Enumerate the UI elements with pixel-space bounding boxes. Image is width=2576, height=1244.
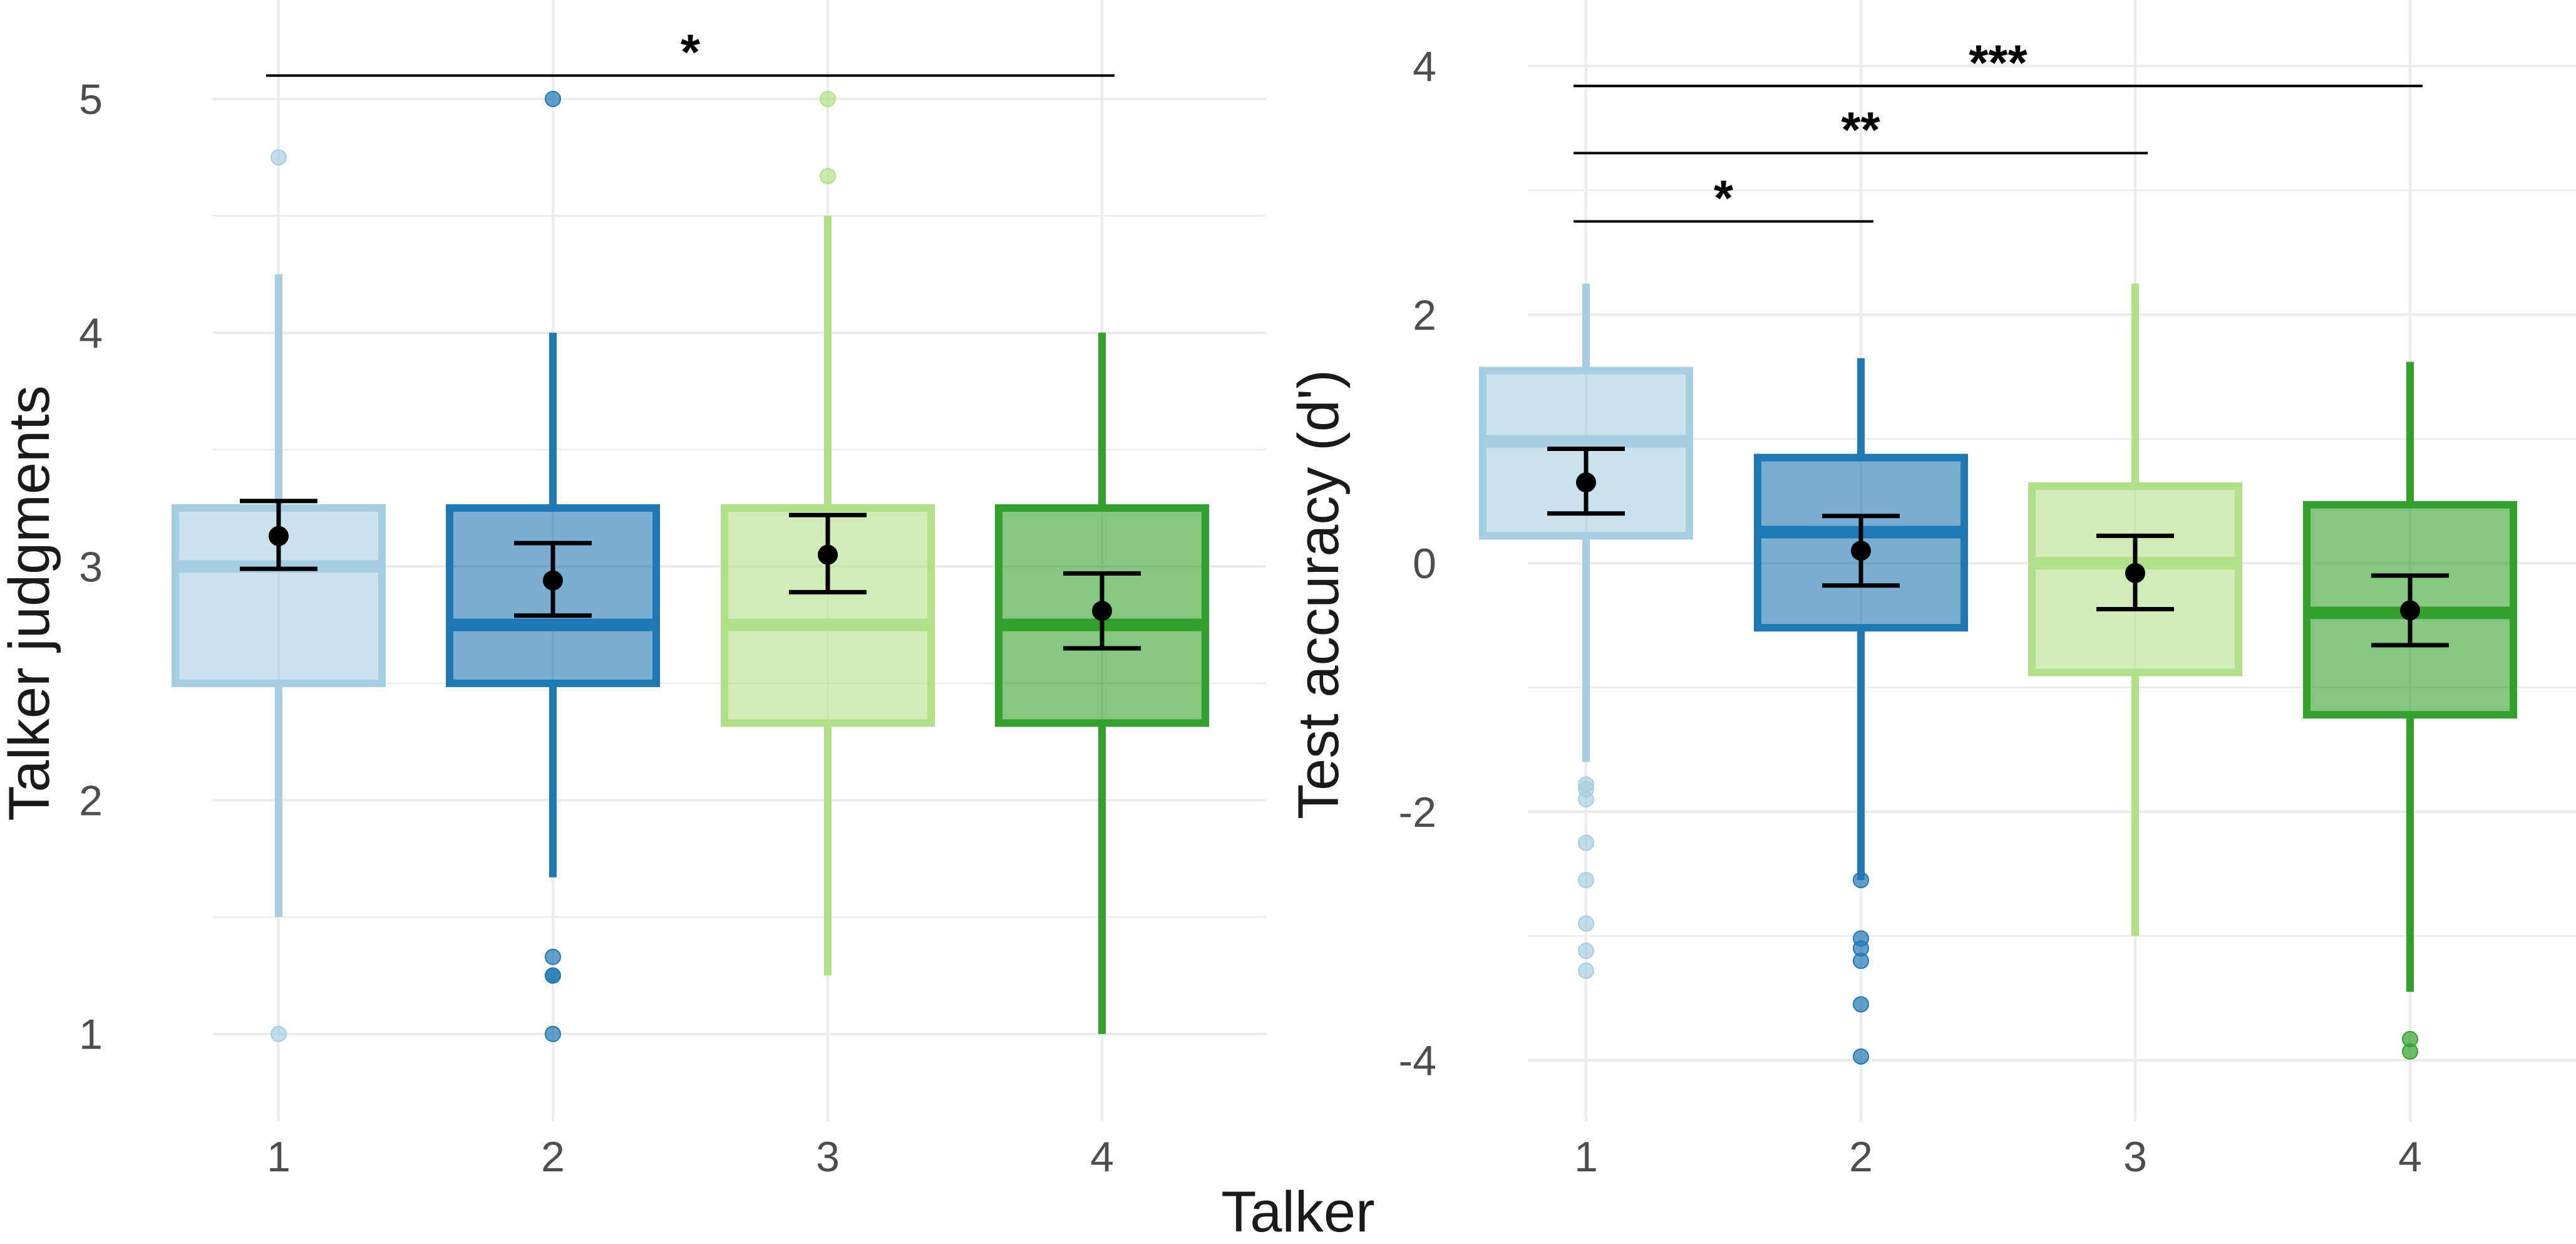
outlier-point [270, 1025, 287, 1042]
box-talker-1 [172, 149, 386, 1042]
y-tick-label: -2 [1399, 789, 1436, 836]
outlier-point [820, 90, 836, 107]
outlier-point [1853, 952, 1869, 969]
x-axis-title: Talker [1221, 1180, 1374, 1241]
significance-label: ** [1841, 101, 1880, 157]
x-tick-label: 4 [1090, 1133, 1114, 1181]
outlier-point [2402, 1043, 2418, 1060]
mean-talker-4 [1063, 571, 1141, 651]
significance-label: * [1714, 170, 1734, 226]
significance-bracket: * [1574, 170, 1873, 226]
mean-point [1092, 601, 1112, 621]
mean-point [1851, 541, 1871, 561]
outlier-point [1578, 915, 1594, 932]
x-tick-label: 3 [2123, 1133, 2147, 1181]
x-tick-label: 3 [816, 1133, 840, 1181]
outlier-point [1853, 871, 1869, 888]
means [1547, 447, 2449, 648]
box-talker-4 [2303, 361, 2517, 1060]
x-tick-labels: 1 2 3 4 [1574, 1133, 2422, 1181]
outlier-point [545, 1025, 561, 1042]
y-axis-title: Test accuracy (d') [1287, 370, 1351, 819]
significance: * [266, 24, 1115, 80]
y-tick-labels: 1 2 3 4 5 [79, 76, 103, 1059]
box-talker-4 [995, 333, 1209, 1034]
outlier-point [1853, 996, 1869, 1013]
x-tick-labels: 1 2 3 4 [267, 1133, 1114, 1181]
y-tick-label: 3 [79, 543, 103, 591]
means [240, 499, 1141, 651]
mean-talker-3 [2096, 533, 2174, 611]
y-tick-labels: -4 -2 0 2 4 [1399, 43, 1436, 1085]
box-talker-2 [1754, 358, 1968, 1065]
mean-talker-2 [514, 541, 592, 618]
boxes [172, 90, 1209, 1042]
x-tick-label: 4 [2398, 1133, 2422, 1181]
outlier-point [1578, 871, 1594, 888]
mean-point [1576, 472, 1596, 493]
box-talker-1 [1479, 283, 1693, 979]
mean-talker-1 [1547, 447, 1625, 516]
y-tick-label: 5 [79, 76, 103, 123]
mean-talker-1 [240, 499, 317, 571]
outlier-point [545, 967, 561, 984]
x-tick-label: 2 [541, 1133, 565, 1181]
outlier-point [270, 149, 287, 166]
significance: ****** [1574, 34, 2423, 226]
y-tick-label: 0 [1413, 540, 1436, 588]
outlier-point [545, 948, 561, 965]
mean-talker-2 [1822, 514, 1900, 588]
significance-label: *** [1969, 34, 2027, 90]
outlier-point [545, 90, 561, 107]
outlier-point [820, 168, 836, 185]
significance-bracket: *** [1574, 34, 2423, 90]
outlier-point [1578, 834, 1594, 851]
mean-point [818, 544, 838, 565]
x-tick-label: 1 [267, 1133, 291, 1181]
x-tick-label: 1 [1574, 1133, 1598, 1181]
y-tick-label: -4 [1399, 1037, 1436, 1085]
y-tick-label: 2 [79, 777, 103, 825]
mean-talker-3 [789, 512, 867, 594]
significance-bracket: * [266, 24, 1115, 80]
mean-point [2125, 562, 2145, 583]
x-tick-label: 2 [1849, 1133, 1873, 1181]
significance-bracket: ** [1574, 101, 2148, 157]
outlier-point [1578, 943, 1594, 960]
y-tick-label: 4 [1413, 43, 1436, 91]
outlier-point [1578, 962, 1594, 979]
panel-1: 1 2 3 4 5 1 2 3 4 Talker judgments * [0, 0, 1266, 1181]
y-tick-label: 4 [79, 309, 103, 357]
boxes [1479, 283, 2517, 1065]
box-talker-2 [446, 90, 660, 1042]
mean-talker-4 [2371, 573, 2449, 648]
mean-point [543, 570, 563, 591]
y-tick-label: 2 [1413, 291, 1436, 339]
significance-label: * [681, 24, 701, 80]
y-tick-label: 1 [79, 1011, 103, 1059]
mean-point [2400, 600, 2420, 621]
y-axis-title: Talker judgments [0, 385, 61, 821]
mean-point [269, 526, 289, 546]
outlier-point [1578, 791, 1594, 808]
outlier-point [1853, 1048, 1869, 1065]
